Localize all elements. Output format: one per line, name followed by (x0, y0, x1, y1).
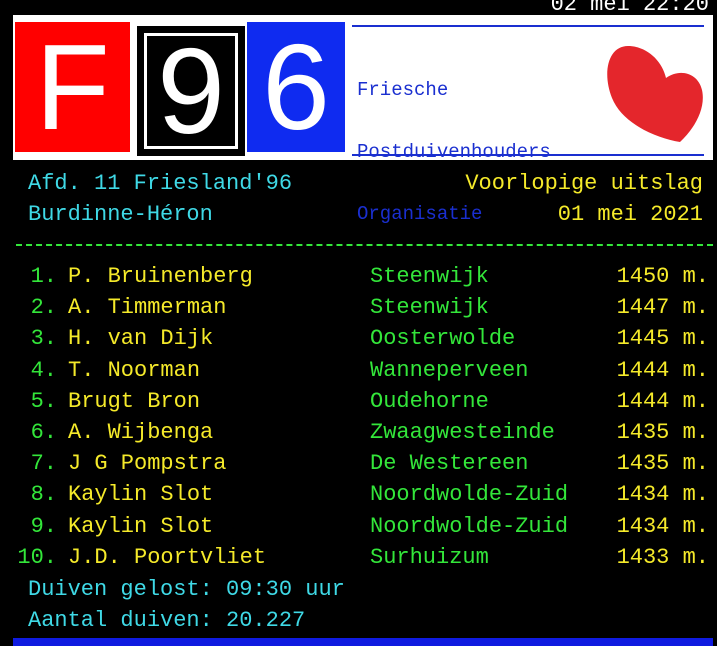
distance: 1444 m. (616, 357, 709, 383)
logo-line: Postduivenhouders (357, 141, 551, 163)
distance: 1447 m. (616, 295, 709, 321)
name: J.D. Poortvliet (68, 544, 267, 570)
town: De Westereen (370, 451, 529, 477)
date: 01 mei 2021 (557, 202, 703, 227)
town: Wanneperveen (370, 357, 529, 383)
town: Zwaagwesteinde (370, 420, 555, 445)
rank: 3. (30, 326, 57, 352)
rank: 9. (30, 513, 57, 539)
town: Steenwijk (370, 264, 489, 289)
distance: 1450 m. (616, 264, 709, 289)
department: Afd. 11 Friesland'96 (28, 171, 293, 196)
distance: 1433 m. (616, 544, 709, 570)
name: J G Pompstra (68, 451, 227, 477)
divider (16, 244, 713, 246)
name: H. van Dijk (68, 326, 214, 352)
name: A. Timmerman (68, 295, 227, 321)
town: Oudehorne (370, 388, 489, 414)
town: Noordwolde-Zuid (370, 513, 569, 539)
rank: 2. (30, 295, 57, 321)
distance: 1435 m. (616, 420, 709, 445)
name: T. Noorman (68, 357, 201, 383)
logo-frame (352, 25, 704, 156)
name: P. Bruinenberg (68, 264, 253, 289)
status: Voorlopige uitslag (465, 171, 703, 196)
town: Oosterwolde (370, 326, 516, 352)
heart (607, 46, 703, 142)
name: Brugt Bron (68, 388, 201, 414)
town: Surhuizum (370, 544, 489, 570)
bird-count: Aantal duiven: 20.227 (28, 608, 306, 633)
rank: 5. (30, 388, 57, 414)
distance: 1444 m. (616, 388, 709, 414)
town: Steenwijk (370, 295, 489, 321)
logo-line: Organisatie (357, 203, 483, 225)
clock: 02 mei 22:20 (550, 0, 709, 17)
bottom-bar (13, 638, 713, 646)
logo-line: Friesche (357, 79, 449, 101)
release-time: Duiven gelost: 09:30 uur (28, 577, 345, 602)
name: A. Wijbenga (68, 420, 214, 445)
logo-letter: F (15, 22, 130, 152)
name: Kaylin Slot (68, 513, 214, 539)
logo-letter: 9 (137, 26, 245, 156)
rank: 7. (30, 451, 57, 477)
distance: 1434 m. (616, 513, 709, 539)
rank: 10. (17, 544, 57, 570)
rank: 6. (30, 420, 57, 445)
name: Kaylin Slot (68, 482, 214, 508)
distance: 1434 m. (616, 482, 709, 508)
logo-text: Friesche Postduivenhouders Organisatie (357, 44, 551, 261)
distance: 1435 m. (616, 451, 709, 477)
distance: 1445 m. (616, 326, 709, 352)
town: Noordwolde-Zuid (370, 482, 569, 508)
rank: 1. (30, 264, 57, 289)
logo-letter: 6 (247, 22, 345, 152)
rank: 8. (30, 482, 57, 508)
release-site: Burdinne-Héron (28, 202, 213, 227)
rank: 4. (30, 357, 57, 383)
logo-heart (607, 46, 703, 142)
